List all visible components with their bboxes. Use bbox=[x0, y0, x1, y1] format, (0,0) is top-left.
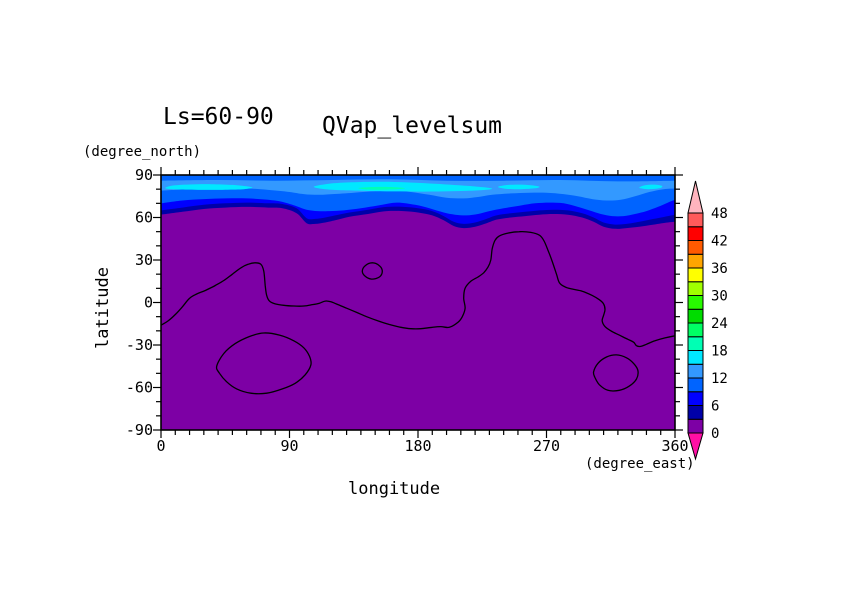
colorbar-label: 0 bbox=[711, 426, 719, 442]
y-tick-label: 30 bbox=[135, 251, 153, 269]
colorbar-cell-12-15 bbox=[687, 363, 704, 379]
y-axis-units: (degree_north) bbox=[83, 144, 202, 160]
colorbar-cell-6-9 bbox=[687, 391, 704, 406]
colorbar: 0 6 12 18 24 30 36 42 48 bbox=[687, 180, 728, 461]
x-tick-label: 270 bbox=[533, 437, 560, 455]
colorbar-cell-24-27 bbox=[687, 308, 704, 324]
colorbar-cell-30-33 bbox=[687, 281, 704, 296]
x-tick-label: 180 bbox=[404, 437, 431, 455]
colorbar-label: 36 bbox=[711, 261, 728, 277]
colorbar-cell-21-24 bbox=[687, 322, 704, 338]
x-axis-units: (degree_east) bbox=[585, 456, 695, 472]
fill-patch-1 bbox=[313, 181, 493, 192]
fill-patch-4 bbox=[357, 186, 406, 190]
plot-title: QVap_levelsum bbox=[322, 113, 503, 139]
plot-subtitle: Ls=60-90 bbox=[163, 104, 274, 130]
map-fill-layer bbox=[161, 175, 675, 430]
tick-labels: 0 90 180 270 360 90 60 30 0 -30 -60 -90 bbox=[126, 166, 689, 455]
y-tick-label: -60 bbox=[126, 379, 153, 397]
colorbar-cell-42-45 bbox=[687, 226, 704, 241]
contour-closed-contour-large-southwest bbox=[215, 332, 312, 395]
colorbar-label: 48 bbox=[711, 206, 728, 222]
colorbar-under-arrow bbox=[687, 432, 704, 461]
fill-polar-cap bbox=[161, 175, 675, 182]
fill-patch-0 bbox=[165, 184, 253, 190]
y-tick-label: 90 bbox=[135, 166, 153, 184]
colorbar-cell-45-48 bbox=[687, 212, 704, 228]
colorbar-label: 24 bbox=[711, 316, 728, 332]
colorbar-label: 6 bbox=[711, 399, 719, 415]
colorbar-cell-39-42 bbox=[687, 240, 704, 255]
y-tick-label: 60 bbox=[135, 209, 153, 227]
fill-patch-2 bbox=[497, 184, 540, 190]
axis-ticks bbox=[153, 167, 683, 438]
colorbar-cell-33-36 bbox=[687, 267, 704, 283]
y-tick-label: -90 bbox=[126, 421, 153, 439]
colorbar-label: 30 bbox=[711, 289, 728, 305]
colorbar-cell-27-30 bbox=[687, 295, 704, 310]
colorbar-cell-3-6 bbox=[687, 405, 704, 420]
contour-closed-contour-small-southeast bbox=[592, 354, 639, 392]
contour-closed-contour-small-north bbox=[361, 262, 383, 280]
colorbar-cell-0-3 bbox=[687, 418, 704, 434]
colorbar-cell-18-21 bbox=[687, 336, 704, 351]
colorbar-label: 12 bbox=[711, 371, 728, 387]
colorbar-over-arrow bbox=[687, 180, 704, 214]
colorbar-cell-9-12 bbox=[687, 377, 704, 393]
y-tick-label: -30 bbox=[126, 336, 153, 354]
x-tick-label: 90 bbox=[280, 437, 298, 455]
colorbar-cell-15-18 bbox=[687, 350, 704, 365]
x-axis-label: longitude bbox=[348, 479, 441, 499]
contour-dichotomy-boundary bbox=[161, 230, 675, 348]
colorbar-label: 18 bbox=[711, 344, 728, 360]
fill-patch-3 bbox=[639, 184, 663, 190]
y-tick-label: 0 bbox=[144, 294, 153, 312]
x-tick-label: 0 bbox=[156, 437, 165, 455]
colorbar-cell-36-39 bbox=[687, 253, 704, 269]
topography-contours bbox=[161, 230, 675, 395]
x-tick-label: 360 bbox=[661, 437, 688, 455]
colorbar-label: 42 bbox=[711, 234, 728, 250]
